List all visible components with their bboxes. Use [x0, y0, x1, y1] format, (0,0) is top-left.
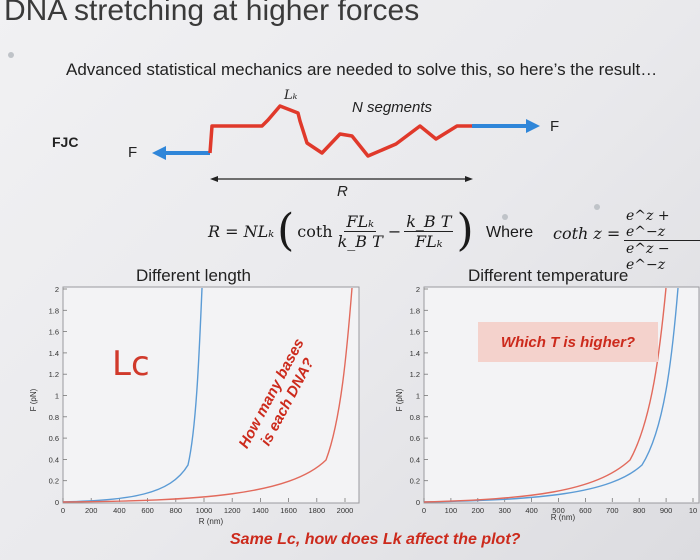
x-tick-label: 1800 [308, 506, 325, 515]
x-tick-label: 1200 [224, 506, 241, 515]
fraction-1: FLₖ k_B T [336, 212, 385, 251]
right-plot: 0 0.2 0.4 0.6 0.8 1 1.2 1.4 1.6 1.8 2 0 100 200 300 40… [395, 285, 700, 522]
y-tick-label: 1.6 [410, 328, 420, 337]
which-t-callout: Which T is higher? [478, 322, 658, 362]
x-tick-label: 200 [85, 506, 98, 515]
y-tick-label: 0.2 [49, 477, 59, 486]
x-tick-label: 100 [445, 506, 458, 515]
coth-def-fraction: e^z + e^−z e^z − e^−z [624, 208, 700, 273]
y-tick-label: 1.6 [49, 328, 59, 337]
lc-annotation: Lc [112, 344, 150, 384]
arrow-head-left-icon [152, 146, 166, 160]
freely-jointed-chain [208, 104, 472, 158]
left-plot: 0 0.2 0.4 0.6 0.8 1 1.2 1.4 1.6 1.8 2 0 200 400 600 80… [29, 285, 360, 526]
y-tick-label: 1.8 [49, 306, 59, 315]
x-tick-label: 400 [113, 506, 126, 515]
x-tick-label: 1600 [280, 506, 297, 515]
fraction-1-denominator: k_B T [337, 231, 383, 251]
paren-right: ) [456, 205, 474, 256]
y-axis-ticks: 0 0.2 0.4 0.6 0.8 1 1.2 1.4 1.6 1.8 2 [49, 285, 67, 507]
y-axis-label: F (pN) [395, 388, 404, 411]
y-tick-label: 1 [55, 392, 59, 401]
y-axis-label: F (pN) [29, 388, 38, 411]
y-tick-label: 0 [416, 498, 420, 507]
y-tick-label: 0.4 [49, 455, 59, 464]
x-tick-label: 1400 [252, 506, 269, 515]
coth-def-lhs: coth z = [553, 224, 621, 243]
y-tick-label: 1.4 [410, 349, 420, 358]
r-label: R [337, 183, 348, 200]
bullet-dot [8, 52, 14, 58]
y-tick-label: 1 [416, 392, 420, 401]
x-axis-ticks: 0 200 400 600 800 1000 1200 1400 1600 1800 2000 [61, 498, 353, 515]
curve-temperature-1 [423, 287, 679, 503]
y-tick-label: 2 [55, 285, 59, 294]
x-tick-label: 600 [579, 506, 592, 515]
y-tick-label: 0.6 [410, 434, 420, 443]
y-tick-label: 1.8 [410, 306, 420, 315]
y-tick-label: 0.2 [410, 477, 420, 486]
formula-lhs: R = NLₖ [208, 221, 275, 241]
coth-def-numerator: e^z + e^−z [624, 208, 700, 241]
x-tick-label: 1000 [196, 506, 213, 515]
x-tick-label: 0 [61, 506, 65, 515]
y-tick-label: 0 [55, 498, 59, 507]
y-tick-label: 0.6 [49, 434, 59, 443]
left-panel-heading: Different length [136, 266, 251, 285]
y-axis-ticks: 0 0.2 0.4 0.6 0.8 1 1.2 1.4 1.6 1.8 2 [410, 285, 428, 507]
y-tick-label: 1.4 [49, 349, 59, 358]
y-tick-label: 1.2 [410, 370, 420, 379]
coth-def-denominator: e^z − e^−z [626, 241, 670, 273]
x-tick-label: 400 [525, 506, 538, 515]
fjc-diagram [152, 104, 540, 182]
x-tick-label: 800 [170, 506, 183, 515]
paren-left: ( [277, 205, 295, 256]
bottom-question: Same Lc, how does Lk affect the plot? [230, 531, 521, 548]
plot-frame [423, 286, 700, 504]
x-tick-label: 2000 [337, 506, 354, 515]
slide-subtitle: Advanced statistical mechanics are neede… [66, 60, 658, 79]
curve-long-length [62, 287, 353, 503]
x-axis-label: R (nm) [551, 513, 576, 522]
y-tick-label: 1.2 [49, 370, 59, 379]
slide-title: DNA stretching at higher forces [4, 0, 420, 27]
fjc-label: FJC [52, 134, 79, 150]
right-panel-heading: Different temperature [468, 266, 629, 285]
force-left-label: F [128, 144, 138, 161]
x-tick-label: 0 [422, 506, 426, 515]
force-right-label: F [550, 118, 560, 135]
y-tick-label: 2 [416, 285, 420, 294]
x-tick-label: 200 [472, 506, 485, 515]
x-tick-label: 900 [660, 506, 673, 515]
fraction-2-denominator: FLₖ [415, 231, 443, 251]
x-tick-label: 600 [141, 506, 154, 515]
y-tick-label: 0.8 [410, 413, 420, 422]
x-axis-ticks: 0 100 200 300 400 500 600 700 800 900 10 [422, 498, 697, 515]
where-label: Where [486, 224, 534, 241]
n-segments-label: N segments [352, 99, 433, 116]
arrow-head-right-icon [526, 119, 540, 133]
x-tick-label: 10 [689, 506, 697, 515]
bullet-dot [594, 204, 600, 210]
x-tick-label: 800 [633, 506, 646, 515]
fraction-2: k_B T FLₖ [404, 211, 454, 251]
y-tick-label: 0.8 [49, 413, 59, 422]
lk-label: Lₖ [284, 88, 298, 103]
formula-coth: coth [297, 221, 333, 241]
x-tick-label: 300 [498, 506, 511, 515]
y-tick-label: 0.4 [410, 455, 420, 464]
x-tick-label: 500 [552, 506, 565, 515]
fraction-1-numerator: FLₖ [344, 211, 376, 232]
curve-temperature-2 [423, 287, 667, 503]
fraction-2-numerator: k_B T [404, 211, 454, 232]
curve-short-length [62, 287, 203, 503]
minus-sign: − [387, 221, 402, 241]
x-tick-label: 700 [606, 506, 619, 515]
arrow-head-icon [210, 176, 218, 182]
x-axis-label: R (nm) [199, 517, 224, 526]
plot-frame [62, 286, 360, 504]
bullet-dot [502, 214, 508, 220]
arrow-head-icon [465, 176, 473, 182]
fjc-formula: R = NLₖ ( coth FLₖ k_B T − k_B T FLₖ ) [208, 206, 474, 256]
